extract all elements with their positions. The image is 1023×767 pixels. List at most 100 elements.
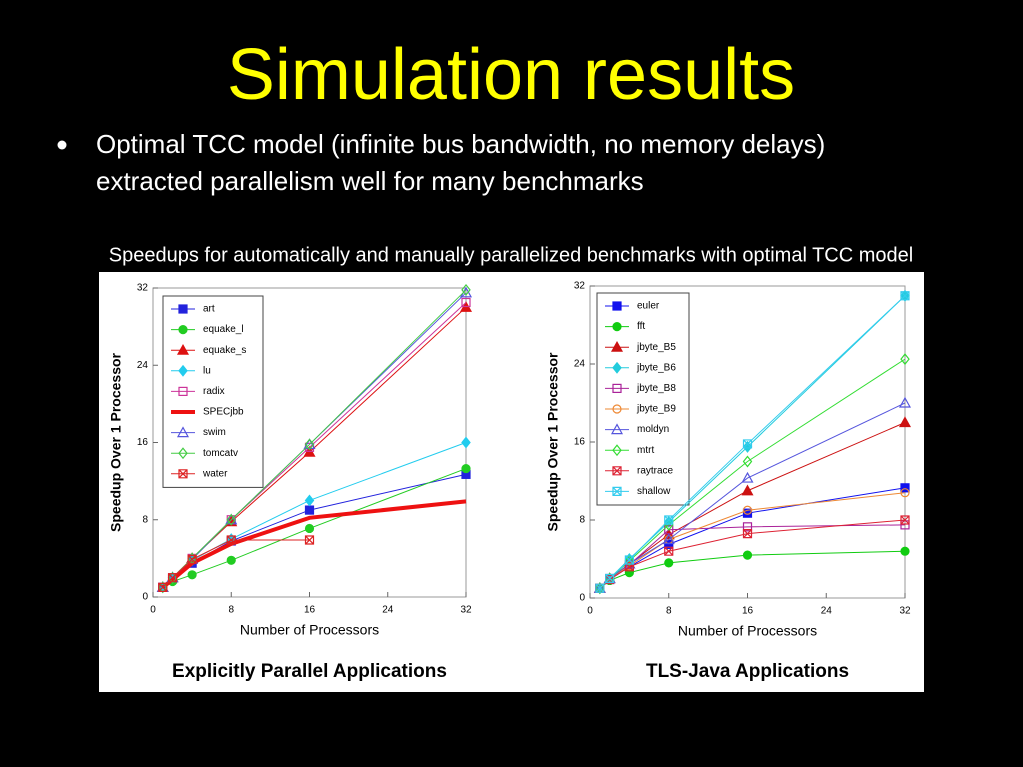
y-tick-label: 8 [579, 515, 585, 526]
data-point [742, 440, 753, 453]
legend-label: swim [203, 427, 226, 438]
data-point [595, 583, 605, 593]
data-point [900, 483, 910, 493]
legend-marker [176, 343, 190, 355]
data-point [158, 582, 168, 592]
x-axis-label: Number of Processors [240, 622, 379, 638]
legend-label: raytrace [637, 465, 674, 476]
data-point [167, 571, 178, 584]
legend-label: moldyn [637, 424, 669, 435]
data-point [461, 436, 471, 449]
slide-title: Simulation results [227, 35, 795, 115]
y-tick-label: 16 [574, 437, 586, 448]
data-point [898, 416, 912, 428]
data-point [742, 439, 753, 449]
bullet-line: Optimal TCC model (infinite bus bandwidt… [96, 129, 825, 159]
legend-marker [178, 447, 188, 460]
data-point [304, 535, 315, 545]
x-tick-label: 8 [666, 606, 672, 617]
x-tick-label: 24 [382, 605, 394, 616]
legend-marker [612, 486, 622, 496]
data-point [226, 555, 236, 565]
data-point [900, 291, 910, 301]
data-point [900, 353, 910, 366]
legend-label: jbyte_B9 [636, 404, 676, 415]
y-tick-label: 0 [579, 593, 585, 604]
y-tick-label: 32 [574, 281, 586, 292]
data-point [624, 554, 635, 567]
data-point [461, 283, 471, 296]
y-tick-label: 32 [137, 283, 149, 294]
legend-label: jbyte_B5 [636, 342, 676, 353]
x-tick-label: 16 [304, 605, 316, 616]
legend-label: equake_s [203, 345, 246, 356]
legend-marker [612, 322, 622, 332]
legend-box [596, 292, 690, 506]
y-tick-label: 24 [574, 359, 586, 370]
data-point [900, 546, 910, 556]
data-point [595, 582, 605, 595]
legend-label: jbyte_B8 [636, 383, 676, 394]
data-point [662, 533, 675, 545]
data-point [664, 515, 674, 525]
data-point [226, 513, 237, 526]
data-point [461, 463, 471, 474]
legend-marker [178, 469, 188, 479]
data-point [187, 570, 197, 580]
y-tick-label: 8 [142, 514, 148, 525]
bullet-dot [57, 140, 67, 150]
legend-marker [612, 404, 622, 414]
y-tick-label: 0 [142, 592, 148, 603]
x-tick-label: 32 [460, 605, 472, 616]
x-tick-label: 24 [821, 606, 833, 617]
legend-marker [178, 364, 188, 377]
x-tick-label: 8 [228, 605, 234, 616]
legend-label: lu [203, 365, 211, 376]
legend-label: jbyte_B6 [636, 362, 676, 373]
data-point [304, 494, 315, 507]
legend-label: tomcatv [203, 448, 238, 459]
x-axis-label: Number of Processors [678, 623, 817, 639]
data-point [664, 546, 674, 556]
data-point [898, 396, 912, 408]
legend-marker [610, 340, 624, 352]
legend-marker [612, 361, 622, 374]
legend-label: equake_l [203, 324, 244, 335]
data-point [624, 555, 634, 565]
legend-marker [178, 304, 188, 314]
data-point [741, 471, 754, 483]
data-point [742, 455, 753, 468]
legend-label: SPECjbb [203, 407, 244, 418]
chart-title: Explicitly Parallel Applications [172, 661, 447, 682]
data-point [741, 484, 754, 496]
legend-label: water [202, 468, 228, 479]
y-tick-label: 24 [137, 360, 149, 371]
bullet-line: extracted parallelism well for many benc… [96, 166, 644, 196]
legend-marker [610, 423, 624, 435]
legend-label: mtrt [637, 445, 654, 456]
data-point [187, 554, 197, 564]
legend-marker [612, 301, 622, 311]
data-point [304, 438, 315, 451]
legend-marker [178, 325, 188, 335]
caption: Speedups for automatically and manually … [109, 244, 913, 266]
data-point [900, 520, 910, 530]
data-point [742, 508, 753, 518]
x-tick-label: 16 [742, 606, 754, 617]
x-tick-label: 0 [587, 606, 593, 617]
data-point [664, 558, 674, 568]
data-point [605, 573, 615, 584]
x-tick-label: 0 [150, 605, 156, 616]
data-point [226, 535, 236, 545]
data-point [900, 488, 910, 498]
data-point [158, 581, 168, 594]
legend-marker [612, 466, 622, 476]
x-tick-label: 32 [899, 606, 911, 617]
data-point [303, 438, 316, 450]
legend-label: euler [637, 301, 660, 312]
y-axis-label: Speedup Over 1 Processor [545, 352, 561, 532]
data-point [742, 522, 753, 532]
legend-label: radix [203, 386, 225, 397]
data-point [225, 513, 238, 525]
